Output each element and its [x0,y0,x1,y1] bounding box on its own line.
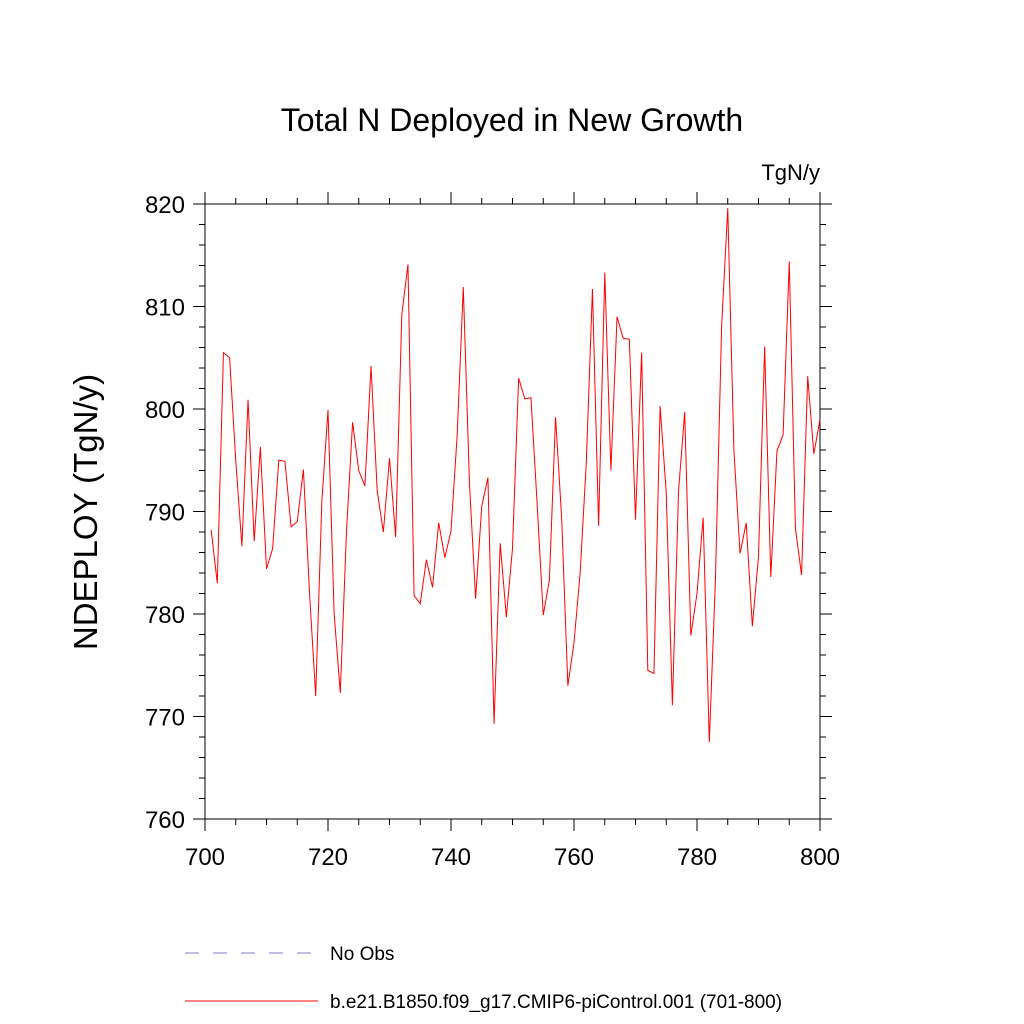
units-label: TgN/y [761,160,820,185]
x-tick-label: 740 [431,844,471,871]
y-tick-label: 800 [145,397,185,424]
x-tick-label: 700 [185,844,225,871]
series-layer [210,208,821,743]
y-tick-label: 770 [145,705,185,732]
y-tick-label: 790 [145,500,185,527]
tick-labels: 700 720 740 760 780 800 760 770 780 790 800 810 820 [145,192,840,871]
legend: No Obs b.e21.B1850.f09_g17.CMIP6-piContr… [185,944,782,1013]
x-tick-label: 760 [554,844,594,871]
legend-label-no-obs: No Obs [330,944,394,965]
axes-ticks [193,192,832,831]
x-tick-label: 800 [800,844,840,871]
y-tick-label: 780 [145,602,185,629]
y-tick-label: 760 [145,807,185,834]
legend-label-picontrol: b.e21.B1850.f09_g17.CMIP6-piControl.001 … [330,992,782,1013]
chart-title: Total N Deployed in New Growth [281,102,743,138]
x-tick-label: 720 [308,844,348,871]
series-line-picontrol [210,208,821,743]
y-tick-label: 820 [145,192,185,219]
y-tick-label: 810 [145,295,185,322]
x-tick-label: 780 [677,844,717,871]
y-axis-label: NDEPLOY (TgN/y) [67,374,104,650]
plot-frame [204,203,821,820]
